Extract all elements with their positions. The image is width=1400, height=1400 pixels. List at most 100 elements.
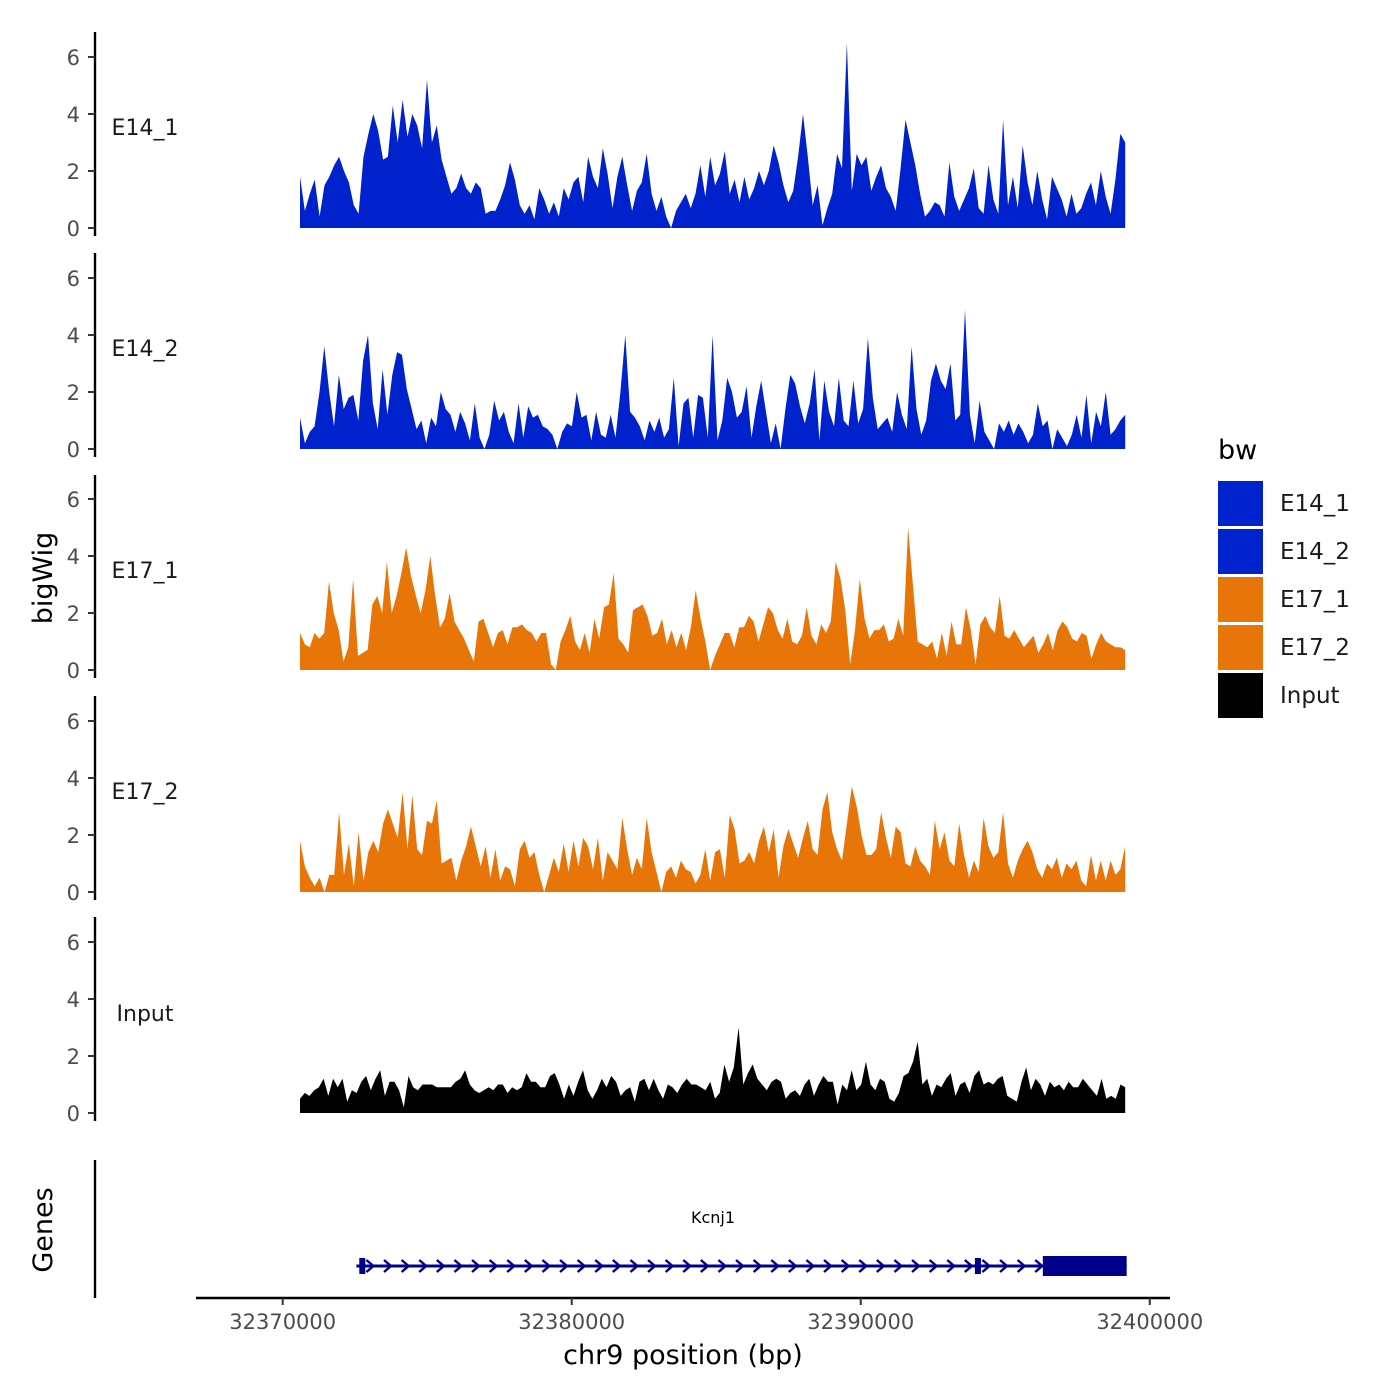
strand-arrow-icon: [946, 1259, 957, 1273]
legend-swatch: [1218, 625, 1263, 670]
legend-swatch: [1218, 529, 1263, 574]
strand-arrow-icon: [576, 1259, 587, 1273]
strand-arrow-icon: [840, 1259, 851, 1273]
legend-item: Input: [1218, 673, 1340, 718]
track-input: 0 2 4 6 Input: [67, 917, 1126, 1126]
strand-arrow-icon: [488, 1259, 499, 1273]
y-tick-label: 0: [67, 659, 80, 683]
y-tick-label: 6: [67, 710, 80, 734]
strand-arrow-icon: [911, 1259, 921, 1273]
strand-arrow-icon: [928, 1259, 939, 1273]
legend-label: E14_2: [1280, 539, 1350, 565]
strand-arrow-icon: [717, 1259, 728, 1273]
strand-arrow-icon: [1016, 1259, 1027, 1273]
strand-arrow-icon: [805, 1259, 816, 1273]
x-tick-label: 32390000: [807, 1310, 914, 1334]
y-tick-label: 0: [67, 217, 80, 241]
y-tick-label: 2: [67, 824, 80, 848]
strand-arrow-icon: [1034, 1259, 1045, 1273]
signal-area: [300, 309, 1126, 449]
strand-arrow-icon: [682, 1259, 693, 1273]
strand-arrow-icon: [541, 1259, 552, 1273]
strand-arrow-icon: [823, 1259, 833, 1273]
strand-arrow-icon: [365, 1259, 376, 1273]
strand-arrow-icon: [436, 1259, 446, 1273]
legend-swatch: [1218, 577, 1263, 622]
strand-arrow-icon: [629, 1259, 640, 1273]
legend-label: E14_1: [1280, 491, 1350, 517]
gene-exon: [1042, 1256, 1127, 1276]
strand-arrow-icon: [400, 1259, 411, 1273]
signal-area: [300, 42, 1126, 228]
signal-tracks: 0 2 4 6 E14_1 0 2 4 6 E14_2 0 2 4 6 E17_1 0 2 4 6 E17_2 0 2 4 6…: [67, 32, 1126, 1126]
strand-arrow-icon: [964, 1259, 974, 1273]
strand-arrow-icon: [999, 1259, 1009, 1273]
signal-area: [300, 1027, 1126, 1113]
gene-name-label: Kcnj1: [691, 1208, 735, 1227]
x-axis-title: chr9 position (bp): [563, 1340, 803, 1371]
signal-area: [300, 786, 1126, 892]
y-tick-label: 2: [67, 1045, 80, 1069]
strand-arrow-icon: [752, 1259, 763, 1273]
strand-arrow-icon: [612, 1259, 622, 1273]
legend-item: E17_2: [1218, 625, 1350, 670]
legend-swatch: [1218, 481, 1263, 526]
strand-arrow-icon: [506, 1259, 517, 1273]
strand-arrow-icon: [594, 1259, 605, 1273]
strand-arrow-icon: [471, 1259, 481, 1273]
strand-arrow-icon: [700, 1259, 710, 1273]
strand-arrow-icon: [858, 1259, 869, 1273]
legend-item: E14_1: [1218, 481, 1350, 526]
track-e17-2: 0 2 4 6 E17_2: [67, 696, 1126, 905]
strand-arrow-icon: [893, 1259, 904, 1273]
y-tick-label: 6: [67, 267, 80, 291]
strand-arrow-icon: [383, 1259, 393, 1273]
legend-label: E17_1: [1280, 587, 1350, 613]
strand-arrow-icon: [647, 1259, 657, 1273]
y-tick-label: 4: [67, 767, 80, 791]
x-axis: 32370000 32380000 32390000 32400000: [196, 1296, 1203, 1334]
legend-label: Input: [1280, 683, 1340, 709]
legend-item: E14_2: [1218, 529, 1350, 574]
legend-item: E17_1: [1218, 577, 1350, 622]
strand-arrow-icon: [788, 1259, 798, 1273]
x-tick-label: 32400000: [1096, 1310, 1203, 1334]
track-label: E17_1: [112, 559, 179, 584]
signal-area: [300, 527, 1126, 670]
y-tick-label: 4: [67, 324, 80, 348]
y-tick-label: 4: [67, 988, 80, 1012]
genes-track-title: Genes: [28, 1187, 59, 1272]
track-e17-1: 0 2 4 6 E17_1: [67, 475, 1126, 683]
x-tick-label: 32370000: [229, 1310, 336, 1334]
legend: bw E14_1 E14_2 E17_1 E17_2 Input: [1218, 435, 1350, 718]
track-label: Input: [117, 1002, 174, 1027]
strand-arrow-icon: [770, 1259, 781, 1273]
y-tick-label: 6: [67, 931, 80, 955]
strand-arrow-icon: [418, 1259, 429, 1273]
y-tick-label: 0: [67, 1102, 80, 1126]
strand-arrow-icon: [735, 1259, 745, 1273]
strand-arrow-icon: [453, 1259, 464, 1273]
y-tick-label: 4: [67, 545, 80, 569]
track-label: E17_2: [112, 780, 179, 805]
y-tick-label: 0: [67, 881, 80, 905]
y-tick-label: 6: [67, 488, 80, 512]
gene-exon: [359, 1258, 366, 1274]
legend-title: bw: [1218, 435, 1257, 466]
track-e14-1: 0 2 4 6 E14_1: [67, 32, 1126, 241]
y-tick-label: 2: [67, 381, 80, 405]
x-tick-label: 32380000: [518, 1310, 625, 1334]
y-tick-label: 0: [67, 438, 80, 462]
strand-arrow-icon: [664, 1259, 675, 1273]
strand-arrow-icon: [876, 1259, 886, 1273]
strand-arrow-icon: [981, 1259, 992, 1273]
legend-swatch: [1218, 673, 1263, 718]
strand-arrow-icon: [524, 1259, 534, 1273]
y-tick-label: 4: [67, 103, 80, 127]
track-label: E14_2: [112, 337, 179, 362]
y-axis-title: bigWig: [28, 532, 59, 625]
genes-track: Kcnj1: [93, 1160, 1127, 1298]
gene-exon: [974, 1258, 981, 1274]
track-label: E14_1: [112, 116, 179, 141]
